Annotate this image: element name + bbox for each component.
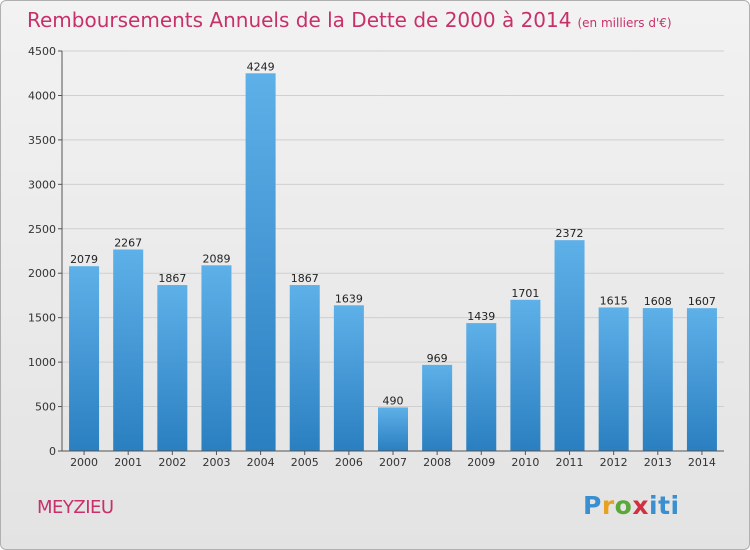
y-tick-label: 4000 — [28, 89, 56, 102]
bar-2008 — [422, 364, 453, 451]
bar-2010 — [510, 299, 541, 451]
data-label: 1867 — [158, 272, 186, 285]
y-tick-label: 2000 — [28, 267, 56, 280]
bar-2002 — [157, 285, 188, 451]
x-tick-label: 2013 — [644, 456, 672, 469]
data-label: 1639 — [335, 292, 363, 305]
bar-2005 — [289, 285, 320, 451]
bar-2007 — [378, 407, 408, 451]
y-tick-label: 3500 — [28, 134, 56, 147]
x-tick-label: 2000 — [70, 456, 98, 469]
x-tick-label: 2011 — [556, 456, 584, 469]
data-label: 2089 — [202, 252, 230, 265]
bar-2013 — [642, 308, 673, 451]
y-tick-label: 500 — [35, 401, 56, 414]
x-tick-label: 2008 — [423, 456, 451, 469]
x-tick-label: 2010 — [511, 456, 539, 469]
data-label: 1439 — [467, 310, 495, 323]
y-tick-label: 2500 — [28, 223, 56, 236]
y-tick-label: 1000 — [28, 356, 56, 369]
data-label: 969 — [427, 352, 448, 365]
data-label: 1701 — [511, 287, 539, 300]
bar-2012 — [598, 307, 629, 451]
data-label: 2267 — [114, 236, 142, 249]
bar-2014 — [686, 308, 717, 451]
title-text: Remboursements Annuels de la Dette de 20… — [27, 8, 572, 32]
x-tick-label: 2009 — [467, 456, 495, 469]
x-tick-label: 2002 — [158, 456, 186, 469]
x-tick-label: 2004 — [247, 456, 275, 469]
x-tick-label: 2006 — [335, 456, 363, 469]
data-label: 2079 — [70, 253, 98, 266]
data-label: 1615 — [600, 294, 628, 307]
x-tick-label: 2003 — [202, 456, 230, 469]
bar-2004 — [245, 73, 276, 452]
chart-title: Remboursements Annuels de la Dette de 20… — [27, 8, 672, 32]
data-label: 490 — [383, 394, 404, 407]
data-label: 2372 — [556, 227, 584, 240]
bar-2006 — [333, 305, 364, 451]
bar-2001 — [113, 249, 144, 451]
x-tick-label: 2007 — [379, 456, 407, 469]
bar-2000 — [69, 266, 100, 451]
data-label: 1608 — [644, 295, 672, 308]
y-tick-label: 3000 — [28, 178, 56, 191]
x-tick-label: 2001 — [114, 456, 142, 469]
bar-2011 — [554, 240, 585, 451]
data-label: 1607 — [688, 295, 716, 308]
y-tick-label: 4500 — [28, 45, 56, 58]
location-label: MEYZIEU — [37, 497, 114, 518]
subtitle-text: (en milliers d'€) — [577, 16, 672, 30]
x-tick-label: 2012 — [600, 456, 628, 469]
bar-2003 — [201, 265, 232, 451]
data-label: 4249 — [247, 60, 275, 73]
bar-2009 — [466, 323, 497, 451]
y-tick-label: 1500 — [28, 312, 56, 325]
y-tick-label: 0 — [49, 445, 56, 458]
data-label: 1867 — [291, 272, 319, 285]
x-tick-label: 2014 — [688, 456, 716, 469]
x-tick-label: 2005 — [291, 456, 319, 469]
proxiti-logo: Proxiti — [583, 491, 680, 520]
